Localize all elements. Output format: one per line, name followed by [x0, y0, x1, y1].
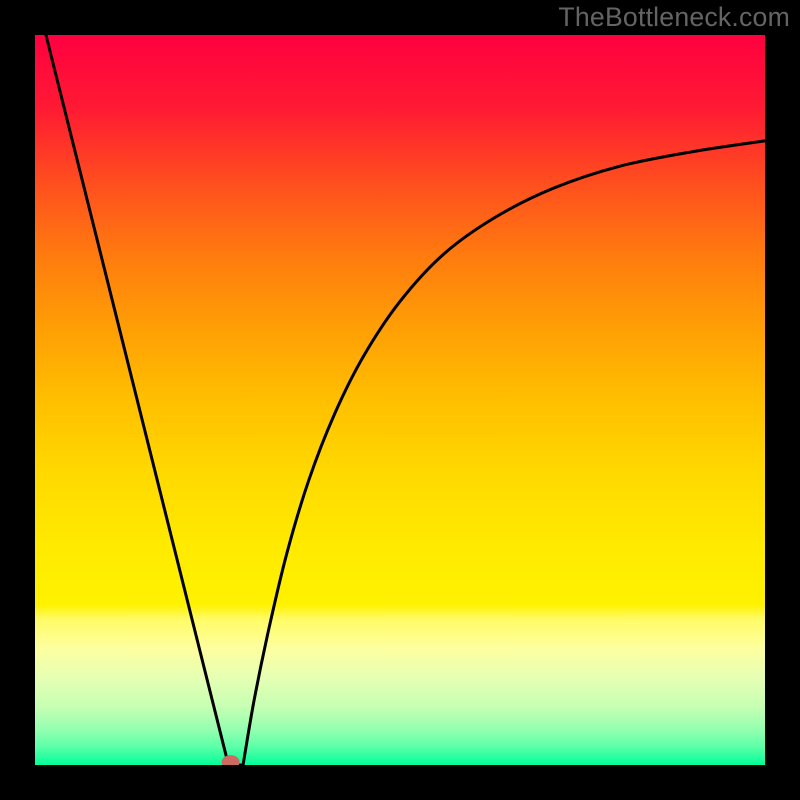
- chart-frame: TheBottleneck.com: [0, 0, 800, 800]
- plot-area: [35, 35, 765, 765]
- watermark-text: TheBottleneck.com: [558, 2, 790, 33]
- bottleneck-curve-svg: [35, 35, 765, 765]
- optimum-marker: [222, 755, 240, 765]
- bottleneck-curve-path: [46, 35, 765, 765]
